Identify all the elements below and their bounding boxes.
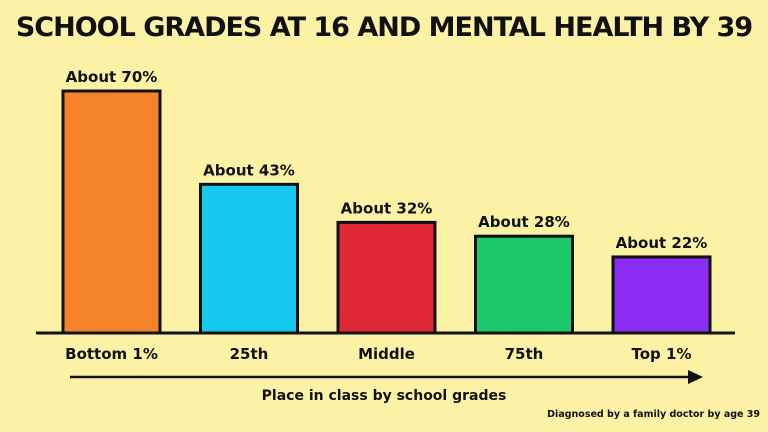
bar-25th (199, 182, 299, 335)
data-label-middle: About 32% (341, 199, 433, 217)
x-axis-arrow (70, 370, 703, 384)
data-label-75th: About 28% (478, 213, 570, 231)
footnote: Diagnosed by a family doctor by age 39 (547, 409, 760, 420)
bars-group: About 70% Bottom 1% About 43% 25th About 32%… (61, 68, 712, 363)
data-label-25th: About 43% (203, 161, 295, 179)
x-axis-title: Place in class by school grades (261, 388, 507, 404)
category-label-bottom-1: Bottom 1% (65, 345, 158, 363)
category-label-middle: Middle (358, 345, 415, 363)
bar-bottom-1 (61, 89, 162, 335)
bar-75th (474, 234, 574, 335)
chart-title: SCHOOL GRADES AT 16 AND MENTAL HEALTH BY… (15, 12, 753, 43)
data-label-top-1: About 22% (616, 234, 708, 252)
bar-middle (336, 220, 437, 335)
category-label-75th: 75th (505, 345, 544, 363)
data-label-bottom-1: About 70% (66, 68, 158, 86)
category-label-25th: 25th (230, 345, 269, 363)
category-label-top-1: Top 1% (632, 345, 692, 363)
bar-top-1 (611, 255, 712, 335)
